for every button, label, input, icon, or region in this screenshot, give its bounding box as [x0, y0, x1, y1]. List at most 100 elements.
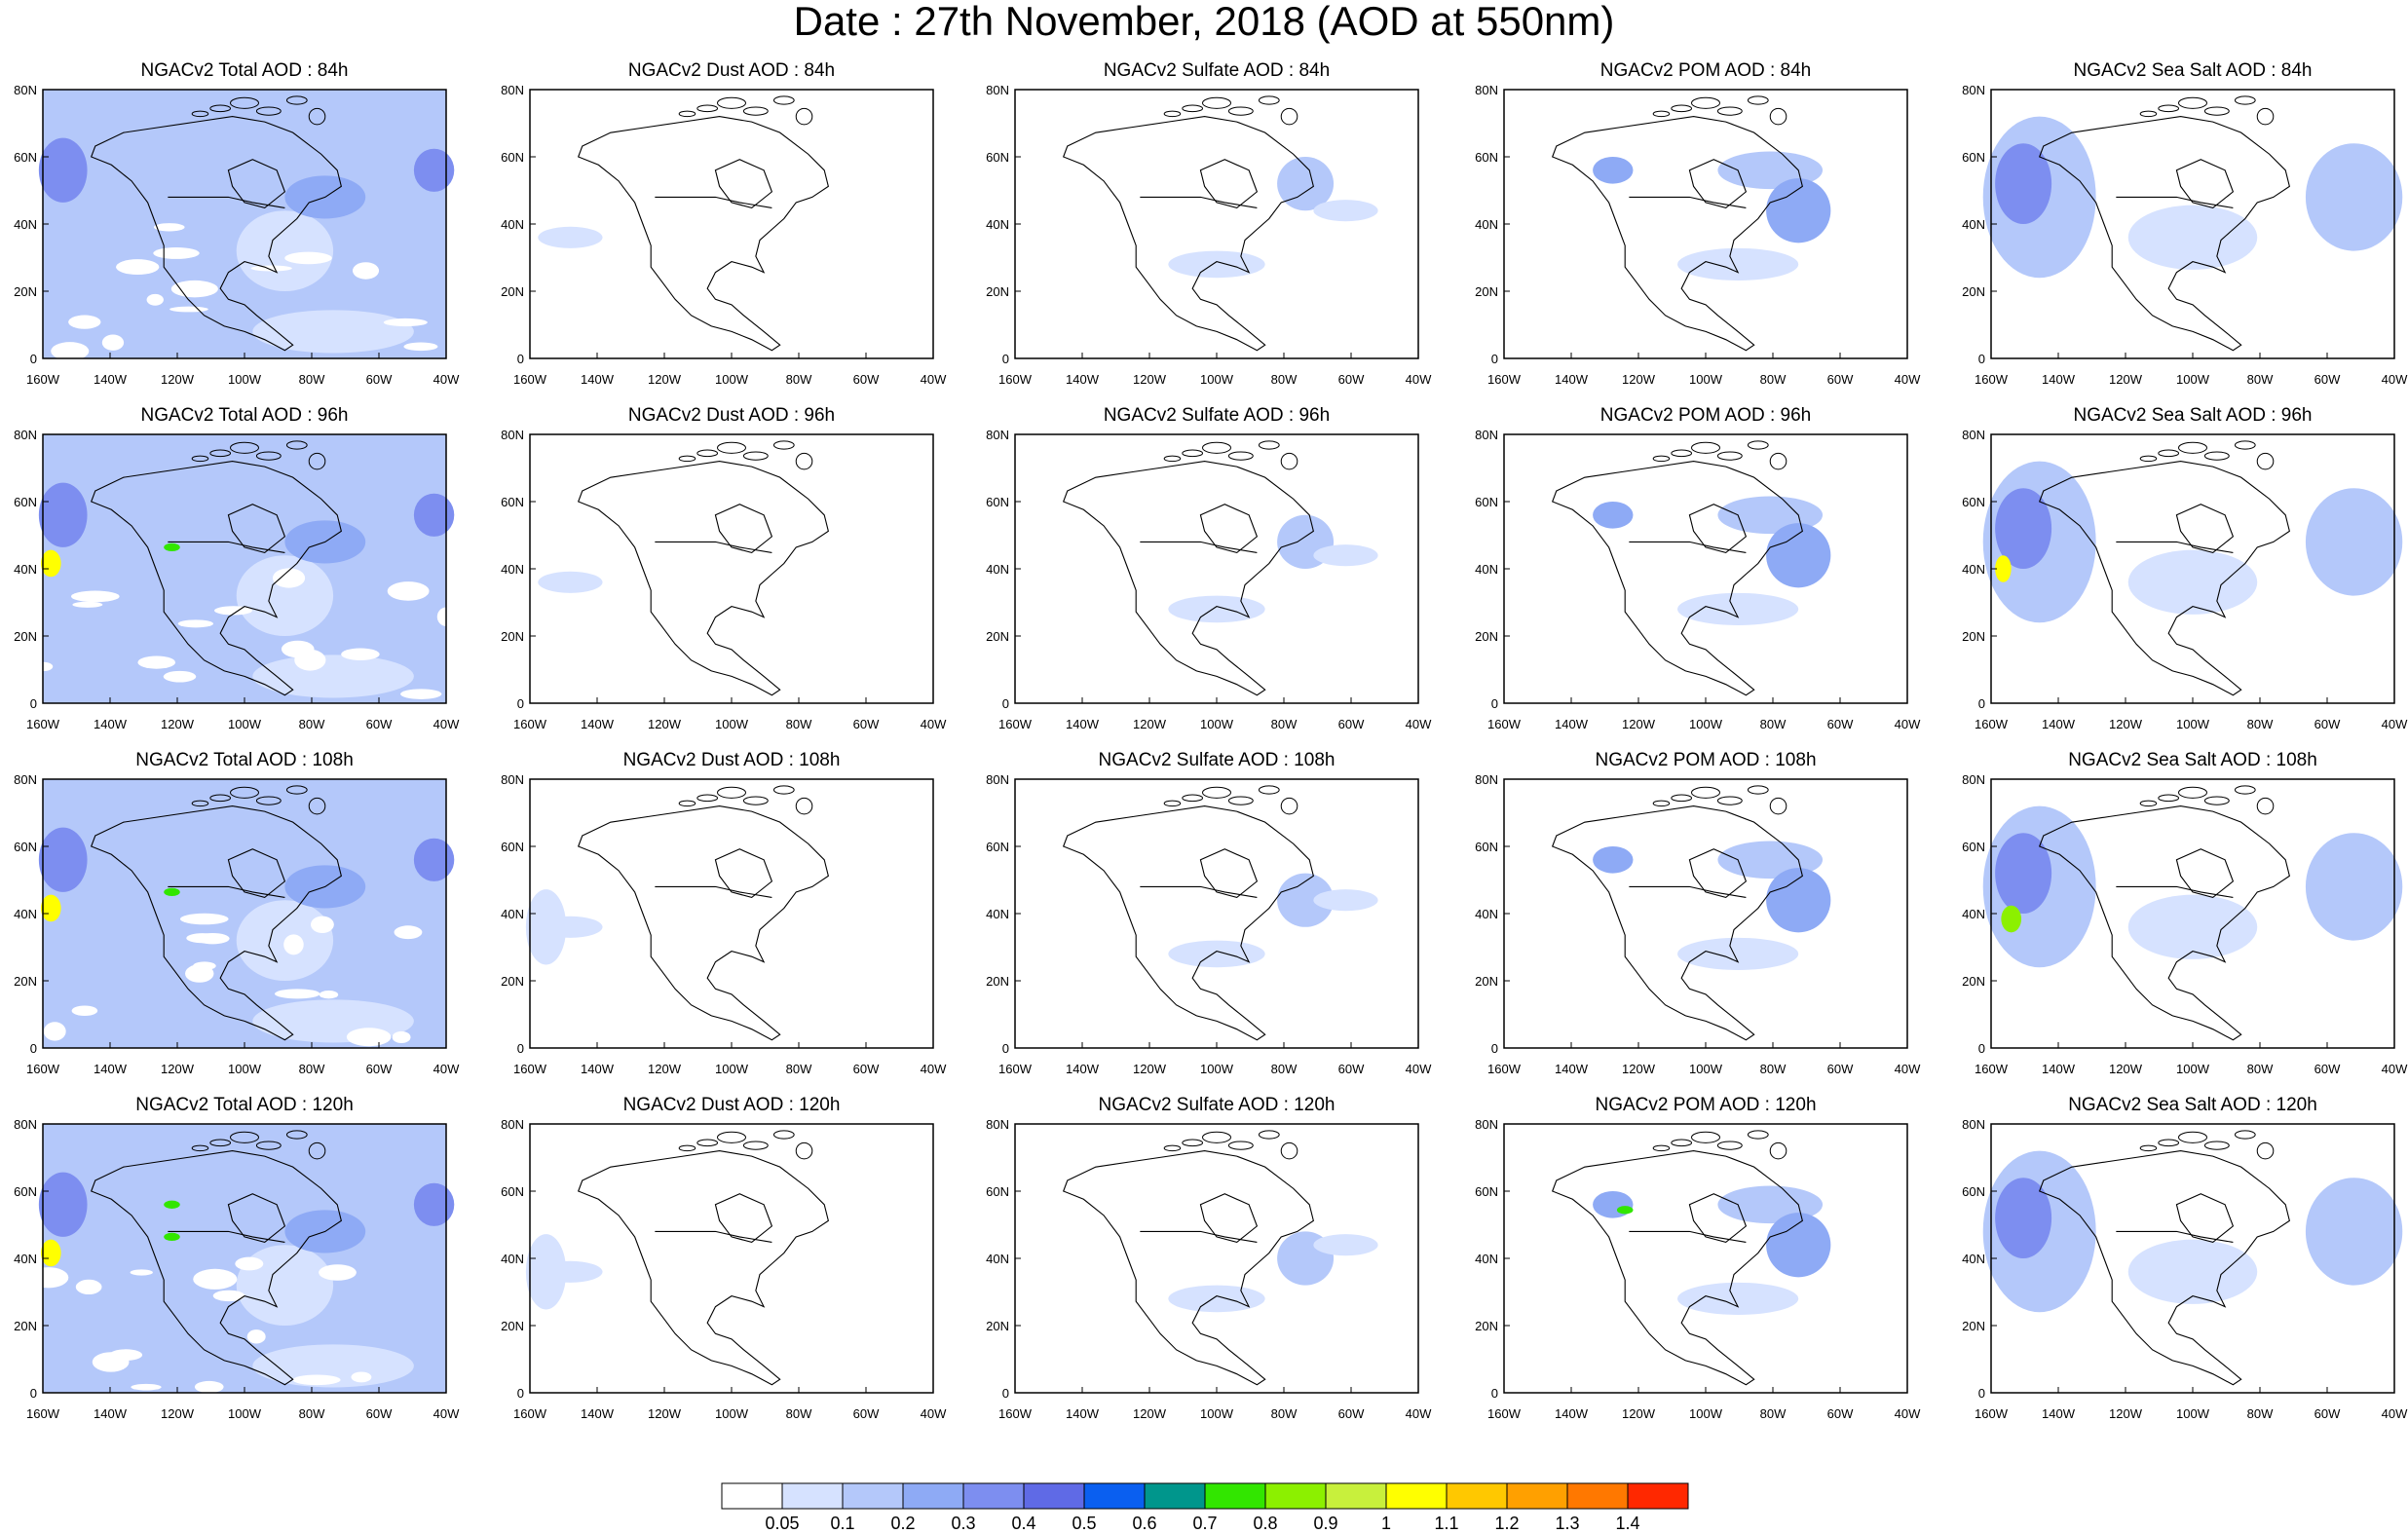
aod-shading [1766, 1213, 1831, 1278]
coastline [1062, 805, 1314, 1041]
hudson-bay-outline [227, 504, 286, 554]
arctic-island [1258, 440, 1280, 450]
lon-tick-label: 60W [366, 1062, 393, 1076]
aod-shading [1168, 250, 1265, 279]
aod-shading [525, 1234, 567, 1310]
arctic-island [2256, 797, 2275, 815]
lon-tick-label: 120W [161, 1406, 195, 1421]
lon-tick-label: 80W [1760, 1062, 1787, 1076]
lon-tick-label: 60W [366, 717, 393, 731]
map-border [529, 1123, 934, 1394]
arctic-island [2178, 786, 2207, 799]
aod-shading [2127, 549, 2258, 615]
lat-tick-label: 60N [1962, 840, 1985, 854]
lon-tick-label: 160W [513, 717, 547, 731]
map-frame: 160W 140W 120W 100W 80W 60W 40W 80N 60N 40N 20N 0 [986, 428, 1432, 731]
lon-tick-label: 120W [2109, 717, 2143, 731]
lat-tick-label: 80N [501, 772, 524, 787]
lat-tick-label: 40N [986, 217, 1009, 232]
lon-tick-label: 40W [433, 1062, 460, 1076]
aod-shading [1277, 157, 1335, 211]
coastline [90, 116, 342, 352]
lon-tick-label: 100W [715, 1406, 749, 1421]
coastline [1062, 461, 1314, 696]
arctic-island [1280, 107, 1298, 126]
aod-shading [179, 913, 229, 925]
lat-tick-label: 0 [517, 696, 524, 711]
aod-shading [131, 1383, 162, 1391]
us-canada-border [2116, 1230, 2234, 1243]
colorbar-swatch [1446, 1482, 1508, 1510]
arctic-island [1258, 785, 1280, 795]
lat-tick-label: 0 [30, 352, 37, 366]
panel-title: NGACv2 Total AOD : 120h [135, 1095, 354, 1115]
lat-tick-label: 0 [1978, 696, 1985, 711]
arctic-island [678, 1144, 696, 1152]
arctic-island [191, 455, 209, 463]
map-panel: NGACv2 Sulfate AOD : 84h 160W 140W 120W 100W… [972, 60, 1461, 397]
us-canada-border [1629, 1230, 1747, 1243]
arctic-island [2234, 95, 2256, 105]
arctic-island [717, 786, 746, 799]
map-frame: 160W 140W 120W 100W 80W 60W 40W 80N 60N 40N 20N 0 [986, 772, 1432, 1076]
lon-tick-label: 100W [2176, 372, 2210, 387]
colorbar-label: 0.5 [1072, 1514, 1097, 1533]
aod-shading [413, 148, 455, 192]
lon-tick-label: 140W [1066, 717, 1100, 731]
lat-tick-label: 20N [986, 629, 1009, 644]
aod-shading [319, 1264, 357, 1281]
aod-shading [40, 1239, 61, 1267]
map-panel: NGACv2 Sulfate AOD : 120h 160W 140W 120W 100… [972, 1095, 1461, 1432]
aod-shading [1313, 200, 1378, 222]
us-canada-border [1140, 196, 1258, 208]
lat-tick-label: 80N [1475, 1117, 1498, 1132]
lon-tick-label: 80W [299, 1406, 325, 1421]
aod-shading [101, 334, 125, 351]
lon-tick-label: 40W [921, 1062, 947, 1076]
arctic-island [230, 441, 259, 454]
arctic-island [1652, 455, 1671, 463]
aod-shading [1677, 937, 1799, 970]
panel-title: NGACv2 Total AOD : 84h [140, 60, 349, 81]
lon-tick-label: 160W [26, 717, 60, 731]
aod-shading [394, 925, 423, 940]
lon-tick-label: 80W [786, 717, 812, 731]
us-canada-border [1629, 885, 1747, 898]
lat-tick-label: 60N [14, 150, 37, 165]
lon-tick-label: 120W [161, 1062, 195, 1076]
arctic-island [742, 451, 769, 461]
arctic-island [717, 1131, 746, 1143]
aod-shading [116, 259, 160, 276]
lat-tick-label: 20N [1962, 1319, 1985, 1333]
us-canada-border [168, 541, 285, 553]
arctic-island [1227, 1141, 1254, 1150]
lon-tick-label: 120W [1133, 717, 1167, 731]
lon-tick-label: 120W [1133, 1406, 1167, 1421]
aod-shading [1766, 178, 1831, 243]
colorbar-label: 1.3 [1555, 1514, 1580, 1533]
aod-shading [38, 137, 88, 203]
map-frame: 160W 140W 120W 100W 80W 60W 40W 80N 60N 40N 20N 0 [14, 772, 460, 1076]
lon-tick-label: 100W [1200, 372, 1234, 387]
colorbar-label: 1.2 [1494, 1514, 1520, 1533]
map-border [1503, 433, 1908, 704]
hudson-bay-outline [2175, 504, 2235, 554]
map-frame: 160W 140W 120W 100W 80W 60W 40W 80N 60N 40N 20N 0 [1962, 772, 2408, 1076]
lon-tick-label: 140W [94, 1062, 128, 1076]
aod-shading [72, 601, 103, 608]
arctic-island [1769, 107, 1787, 126]
lon-tick-label: 140W [581, 1062, 615, 1076]
lat-tick-label: 40N [986, 1252, 1009, 1266]
map-frame: 160W 140W 120W 100W 80W 60W 40W 80N 60N 40N 20N 0 [1475, 772, 1921, 1076]
lat-tick-label: 0 [1491, 352, 1498, 366]
arctic-island [285, 785, 308, 795]
aod-shading [43, 90, 446, 358]
lat-tick-label: 80N [14, 1117, 37, 1132]
lat-tick-label: 40N [986, 562, 1009, 577]
lon-tick-label: 40W [1895, 372, 1921, 387]
lat-tick-label: 60N [986, 495, 1009, 509]
lat-tick-label: 80N [986, 772, 1009, 787]
lat-tick-label: 20N [501, 1319, 524, 1333]
map-frame: 160W 140W 120W 100W 80W 60W 40W 80N 60N 40N 20N 0 [1475, 1117, 1921, 1421]
lat-tick-label: 60N [986, 840, 1009, 854]
